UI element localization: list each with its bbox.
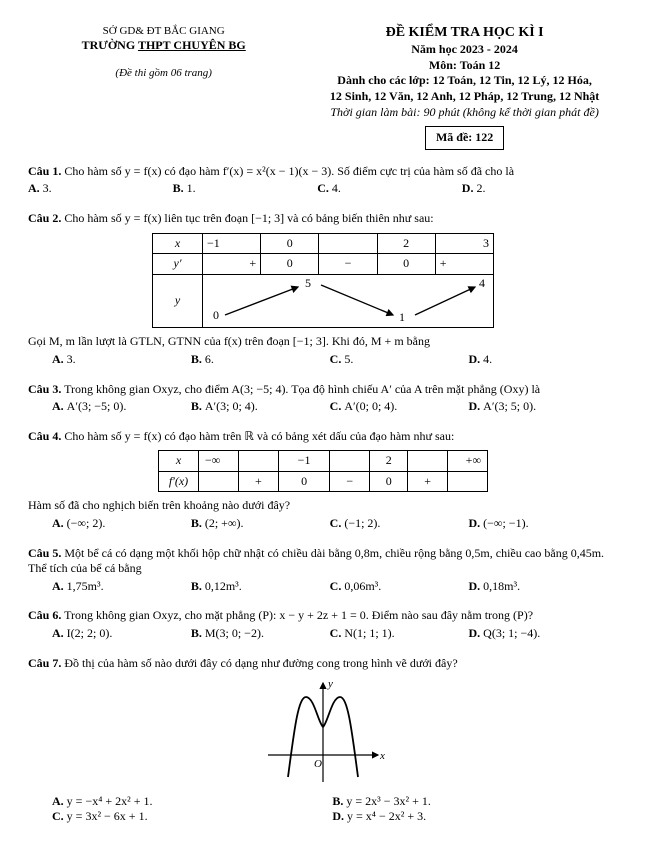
q4-choices: A. (−∞; 2). B. (2; +∞). C. (−1; 2). D. (… (52, 516, 618, 532)
variation-table: x −1 0 2 3 y′ + 0 − 0 + y (152, 233, 494, 329)
q5-choices: A. 1,75m³. B. 0,12m³. C. 0,06m³. D. 0,18… (52, 579, 618, 595)
page-count: (Đề thi gồm 06 trang) (28, 66, 299, 80)
classes-line-1: Dành cho các lớp: 12 Toán, 12 Tin, 12 Lý… (311, 73, 618, 89)
q2-text: Cho hàm số y = f(x) liên tục trên đoạn [… (61, 211, 433, 225)
q6-choices: A. I(2; 2; 0). B. M(3; 0; −2). C. N(1; 1… (52, 626, 618, 642)
classes-line-2: 12 Sinh, 12 Văn, 12 Anh, 12 Pháp, 12 Tru… (311, 89, 618, 105)
svg-text:0: 0 (213, 308, 219, 322)
exam-header: SỞ GD& ĐT BẮC GIANG TRƯỜNG THPT CHUYÊN B… (28, 24, 618, 150)
sign-table: x −∞ −1 2 +∞ f′(x) + 0 − 0 + (158, 450, 488, 492)
school: TRƯỜNG THPT CHUYÊN BG (28, 38, 299, 54)
variation-arrows-icon: 0 5 1 4 (203, 275, 493, 323)
q2-label: Câu 2. (28, 211, 61, 225)
q5-text: Một bể cá có dạng một khối hộp chữ nhật … (28, 546, 604, 576)
svg-text:4: 4 (479, 276, 485, 290)
q6-text: Trong không gian Oxyz, cho mặt phẳng (P)… (61, 608, 533, 622)
svg-text:x: x (379, 750, 385, 762)
header-left: SỞ GD& ĐT BẮC GIANG TRƯỜNG THPT CHUYÊN B… (28, 24, 299, 150)
exam-code: Mã đề: 122 (425, 126, 504, 150)
q3-text: Trong không gian Oxyz, cho điểm A(3; −5;… (61, 382, 540, 396)
q1-label: Câu 1. (28, 164, 61, 178)
svg-text:y: y (327, 678, 333, 690)
question-4: Câu 4. Cho hàm số y = f(x) có đạo hàm tr… (28, 429, 618, 532)
svg-text:5: 5 (305, 276, 311, 290)
question-3: Câu 3. Trong không gian Oxyz, cho điểm A… (28, 382, 618, 415)
department: SỞ GD& ĐT BẮC GIANG (28, 24, 299, 38)
q4-text: Cho hàm số y = f(x) có đạo hàm trên ℝ và… (61, 429, 454, 443)
q1-choices: A. 3. B. 1. C. 4. D. 2. (28, 181, 618, 197)
question-6: Câu 6. Trong không gian Oxyz, cho mặt ph… (28, 608, 618, 641)
question-1: Câu 1. Cho hàm số y = f(x) có đạo hàm f′… (28, 164, 618, 197)
q4-label: Câu 4. (28, 429, 61, 443)
svg-text:O: O (314, 758, 322, 770)
question-2: Câu 2. Cho hàm số y = f(x) liên tục trên… (28, 211, 618, 368)
q3-choices: A. A′(3; −5; 0). B. A′(3; 0; 4). C. A′(0… (52, 399, 618, 415)
svg-text:1: 1 (399, 310, 405, 323)
school-year: Năm học 2023 - 2024 (311, 42, 618, 58)
question-7: Câu 7. Đồ thị của hàm số nào dưới đây có… (28, 656, 618, 825)
q2-subtext: Gọi M, m lần lượt là GTLN, GTNN của f(x)… (28, 334, 618, 350)
q6-label: Câu 6. (28, 608, 61, 622)
header-right: ĐỀ KIỂM TRA HỌC KÌ I Năm học 2023 - 2024… (311, 24, 618, 150)
q5-label: Câu 5. (28, 546, 61, 560)
q1-text: Cho hàm số y = f(x) có đạo hàm f′(x) = x… (61, 164, 514, 178)
q7-label: Câu 7. (28, 656, 61, 670)
q3-label: Câu 3. (28, 382, 61, 396)
q4-subtext: Hàm số đã cho nghịch biến trên khoảng nà… (28, 498, 618, 514)
q7-choices: A. y = −x⁴ + 2x² + 1. B. y = 2x³ − 3x² +… (52, 794, 618, 825)
q7-text: Đồ thị của hàm số nào dưới đây có dạng n… (61, 656, 457, 670)
question-5: Câu 5. Một bể cá có dạng một khối hộp ch… (28, 546, 618, 595)
time: Thời gian làm bài: 90 phút (không kể thờ… (311, 105, 618, 121)
quartic-graph-icon: x y O (258, 677, 388, 787)
exam-title: ĐỀ KIỂM TRA HỌC KÌ I (311, 24, 618, 42)
q2-choices: A. 3. B. 6. C. 5. D. 4. (52, 352, 618, 368)
subject: Môn: Toán 12 (311, 58, 618, 74)
